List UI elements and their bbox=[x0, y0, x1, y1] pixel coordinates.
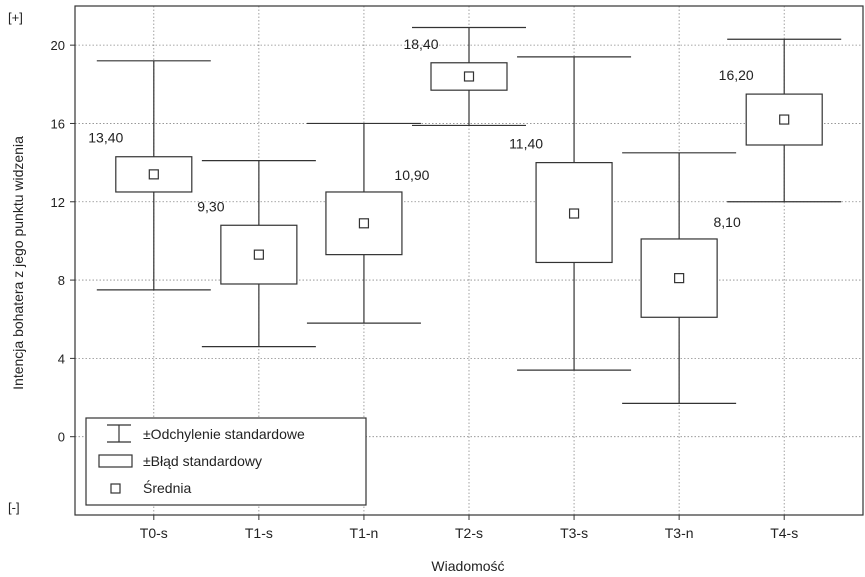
legend-item-mean: Średnia bbox=[110, 479, 191, 496]
box-group-T4-s: 16,20 bbox=[719, 38, 842, 203]
box-group-T3-n: 8,10 bbox=[622, 152, 741, 405]
x-tick-label: T3-n bbox=[665, 525, 694, 541]
x-tick-label: T2-s bbox=[455, 525, 483, 541]
mean-value-label: 8,10 bbox=[714, 214, 741, 230]
y-tick-label: 4 bbox=[58, 351, 65, 366]
y-tick-label: 12 bbox=[51, 195, 65, 210]
box-group-T1-s: 9,30 bbox=[197, 160, 316, 348]
x-tick-label: T4-s bbox=[770, 525, 798, 541]
mean-marker bbox=[253, 249, 264, 260]
box-group-T3-s: 11,40 bbox=[509, 56, 632, 371]
legend-label-sd: ±Odchylenie standardowe bbox=[143, 426, 305, 442]
mean-square-icon bbox=[110, 483, 121, 494]
box-icon bbox=[98, 454, 133, 468]
mean-marker bbox=[148, 169, 159, 180]
mean-marker bbox=[358, 218, 370, 229]
mean-marker bbox=[463, 71, 475, 82]
y-tick-label: 0 bbox=[58, 430, 65, 445]
x-tick-label: T0-s bbox=[140, 525, 168, 541]
box-group-T1-n: 10,90 bbox=[306, 122, 430, 324]
mean-value-label: 18,40 bbox=[403, 36, 438, 52]
legend-label-se: ±Błąd standardowy bbox=[143, 453, 262, 469]
mean-value-label: 16,20 bbox=[719, 67, 754, 83]
y-top-marker: [+] bbox=[8, 10, 23, 25]
mean-marker bbox=[568, 208, 580, 219]
se-box bbox=[745, 93, 823, 146]
box-series: 13,40 9,30 10,90 18,40 11,40 8,10 16,20 bbox=[88, 26, 842, 405]
legend-label-mean: Średnia bbox=[143, 479, 191, 496]
mean-value-label: 11,40 bbox=[509, 136, 543, 152]
x-tick-label: T3-s bbox=[560, 525, 588, 541]
mean-value-label: 13,40 bbox=[88, 130, 123, 146]
mean-value-label: 10,90 bbox=[394, 167, 429, 183]
legend: ±Odchylenie standardowe ±Błąd standardow… bbox=[85, 417, 367, 506]
mean-marker bbox=[779, 114, 790, 125]
box-group-T2-s: 18,40 bbox=[403, 26, 526, 127]
y-tick-label: 20 bbox=[51, 38, 65, 53]
legend-item-se: ±Błąd standardowy bbox=[98, 453, 262, 469]
se-box bbox=[325, 191, 403, 256]
box-group-T0-s: 13,40 bbox=[88, 60, 211, 291]
legend-box bbox=[85, 417, 367, 506]
y-tick-label: 8 bbox=[58, 273, 65, 288]
x-axis-title: Wiadomość bbox=[431, 558, 504, 574]
mean-marker bbox=[674, 273, 685, 284]
x-axis-ticks: T0-s T1-s T1-n T2-s T3-s T3-n T4-s bbox=[140, 515, 798, 541]
whisker-icon bbox=[107, 424, 131, 443]
y-axis-title: Intencja bohatera z jego punktu widzenia bbox=[10, 136, 26, 390]
legend-item-sd: ±Odchylenie standardowe bbox=[107, 424, 305, 443]
x-tick-label: T1-s bbox=[245, 525, 273, 541]
y-bottom-marker: [-] bbox=[8, 500, 20, 515]
se-box bbox=[430, 62, 508, 91]
y-tick-label: 16 bbox=[51, 116, 65, 131]
x-tick-label: T1-n bbox=[350, 525, 379, 541]
mean-value-label: 9,30 bbox=[197, 198, 224, 214]
y-axis-ticks: 0 4 8 12 16 20 bbox=[51, 38, 75, 445]
